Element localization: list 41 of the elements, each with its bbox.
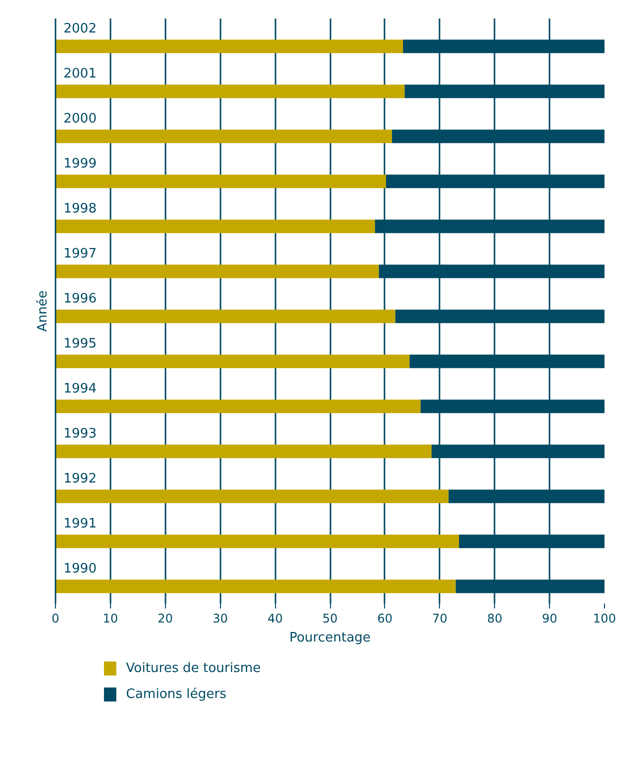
bar — [56, 400, 421, 414]
bar — [56, 40, 404, 54]
bar — [56, 264, 379, 278]
x-tick-label: 80 — [487, 612, 502, 626]
x-tick-label: 50 — [322, 612, 338, 626]
y-tick-label: 2001 — [64, 66, 97, 82]
x-tick-label: 20 — [158, 612, 173, 626]
bar — [56, 220, 376, 234]
bar — [56, 84, 405, 98]
bar — [56, 490, 449, 504]
y-tick-label: 1999 — [64, 156, 97, 172]
bar — [56, 534, 460, 548]
y-axis-title: Année — [36, 290, 50, 332]
y-tick-label: 1994 — [64, 382, 97, 396]
y-tick-label: 1997 — [64, 246, 97, 262]
x-tick-label: 30 — [212, 612, 228, 626]
bar — [56, 174, 386, 188]
x-tick-label: 100 — [593, 612, 616, 626]
y-tick-label: 1995 — [64, 336, 97, 352]
x-tick-label: 40 — [267, 612, 283, 626]
x-axis-title: Pourcentage — [289, 630, 371, 646]
y-tick-label: 1993 — [64, 426, 97, 442]
y-tick-label: 1998 — [64, 202, 97, 216]
y-tick-label: 2002 — [64, 22, 97, 36]
x-tick-label: 70 — [432, 612, 448, 626]
bar — [56, 310, 396, 324]
bar — [56, 580, 456, 594]
y-tick-label: 1996 — [64, 292, 97, 306]
y-tick-label: 1992 — [64, 472, 97, 486]
legend-label: Camions légers — [126, 687, 227, 702]
y-tick-label: 2000 — [64, 112, 97, 126]
legend-label: Voitures de tourisme — [126, 661, 261, 676]
x-tick-label: 0 — [52, 612, 60, 626]
y-tick-label: 1990 — [64, 562, 97, 576]
bar — [56, 444, 432, 458]
x-tick-label: 10 — [102, 612, 118, 626]
y-tick-label: 1991 — [64, 516, 97, 532]
bar — [56, 130, 392, 144]
bar — [56, 354, 410, 368]
x-tick-label: 60 — [377, 612, 393, 626]
x-tick-label: 90 — [542, 612, 558, 626]
